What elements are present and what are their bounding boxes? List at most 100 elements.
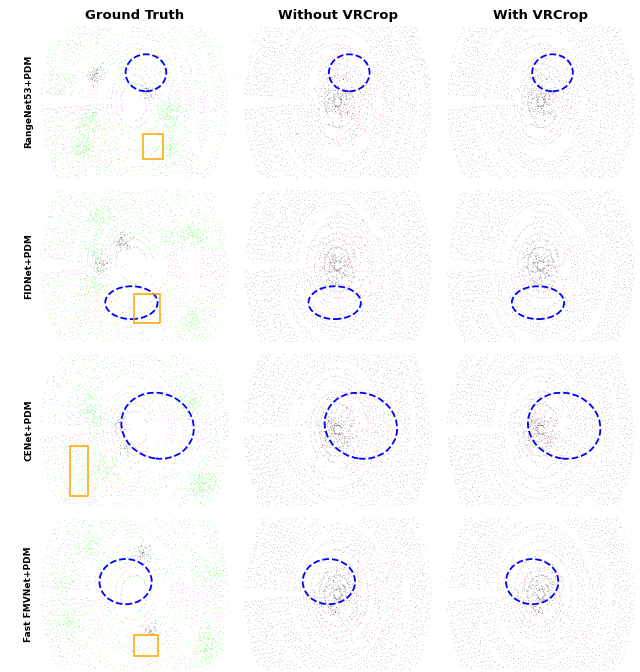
Point: [193, 583, 204, 594]
Point: [97, 409, 107, 419]
Point: [120, 45, 130, 56]
Point: [72, 156, 83, 167]
Point: [545, 279, 555, 290]
Point: [611, 362, 621, 372]
Point: [451, 208, 461, 218]
Point: [95, 582, 105, 593]
Point: [486, 387, 496, 398]
Point: [493, 488, 504, 499]
Point: [611, 99, 621, 110]
Point: [127, 591, 137, 602]
Point: [500, 388, 510, 399]
Point: [179, 110, 189, 121]
Point: [161, 114, 171, 125]
Point: [328, 425, 338, 436]
Point: [132, 93, 142, 104]
Point: [198, 499, 209, 510]
Point: [485, 80, 495, 91]
Point: [378, 437, 388, 448]
Point: [399, 210, 410, 220]
Point: [145, 482, 155, 493]
Point: [617, 297, 627, 308]
Point: [536, 99, 546, 110]
Point: [103, 402, 113, 413]
Point: [341, 256, 351, 267]
Point: [126, 442, 136, 453]
Point: [589, 576, 600, 587]
Point: [93, 384, 103, 395]
Point: [455, 431, 465, 442]
Point: [134, 169, 144, 180]
Point: [532, 242, 542, 253]
Point: [326, 450, 336, 460]
Point: [403, 231, 413, 242]
Point: [584, 647, 594, 658]
Point: [290, 130, 300, 140]
Point: [329, 266, 339, 277]
Point: [365, 243, 375, 253]
Point: [52, 626, 63, 637]
Point: [540, 258, 550, 269]
Point: [463, 374, 474, 385]
Point: [266, 102, 276, 113]
Point: [270, 323, 280, 333]
Point: [543, 256, 553, 267]
Point: [320, 69, 330, 79]
Point: [354, 237, 364, 247]
Point: [392, 261, 403, 272]
Point: [590, 298, 600, 309]
Point: [557, 84, 567, 95]
Point: [364, 522, 374, 533]
Point: [390, 390, 400, 401]
Point: [493, 330, 503, 341]
Point: [560, 370, 570, 381]
Point: [81, 280, 92, 291]
Point: [284, 597, 294, 607]
Point: [574, 366, 584, 376]
Point: [152, 136, 163, 146]
Point: [101, 312, 111, 323]
Point: [187, 394, 197, 405]
Point: [468, 386, 479, 397]
Point: [508, 630, 518, 640]
Point: [474, 472, 484, 483]
Point: [483, 444, 493, 455]
Point: [541, 239, 552, 250]
Point: [302, 492, 312, 503]
Point: [336, 588, 346, 599]
Point: [534, 101, 544, 112]
Point: [383, 552, 393, 562]
Point: [396, 428, 406, 439]
Point: [171, 540, 181, 550]
Point: [559, 377, 570, 388]
Point: [369, 622, 379, 632]
Point: [107, 249, 117, 260]
Point: [207, 556, 218, 566]
Point: [465, 208, 475, 219]
Point: [353, 545, 364, 556]
Point: [298, 321, 308, 331]
Point: [191, 292, 201, 302]
Point: [584, 529, 594, 540]
Point: [335, 433, 345, 444]
Point: [458, 602, 468, 613]
Point: [219, 85, 229, 95]
Point: [57, 542, 67, 552]
Point: [125, 408, 135, 419]
Point: [321, 86, 332, 97]
Point: [330, 101, 340, 112]
Point: [127, 614, 138, 625]
Point: [397, 384, 407, 395]
Point: [420, 118, 431, 128]
Point: [534, 593, 544, 604]
Point: [522, 70, 532, 81]
Point: [573, 120, 584, 131]
Point: [318, 359, 328, 370]
Point: [328, 576, 339, 587]
Point: [75, 650, 85, 661]
Point: [243, 572, 253, 583]
Point: [189, 325, 200, 336]
Point: [511, 316, 521, 327]
Point: [536, 608, 547, 619]
Point: [186, 546, 196, 557]
